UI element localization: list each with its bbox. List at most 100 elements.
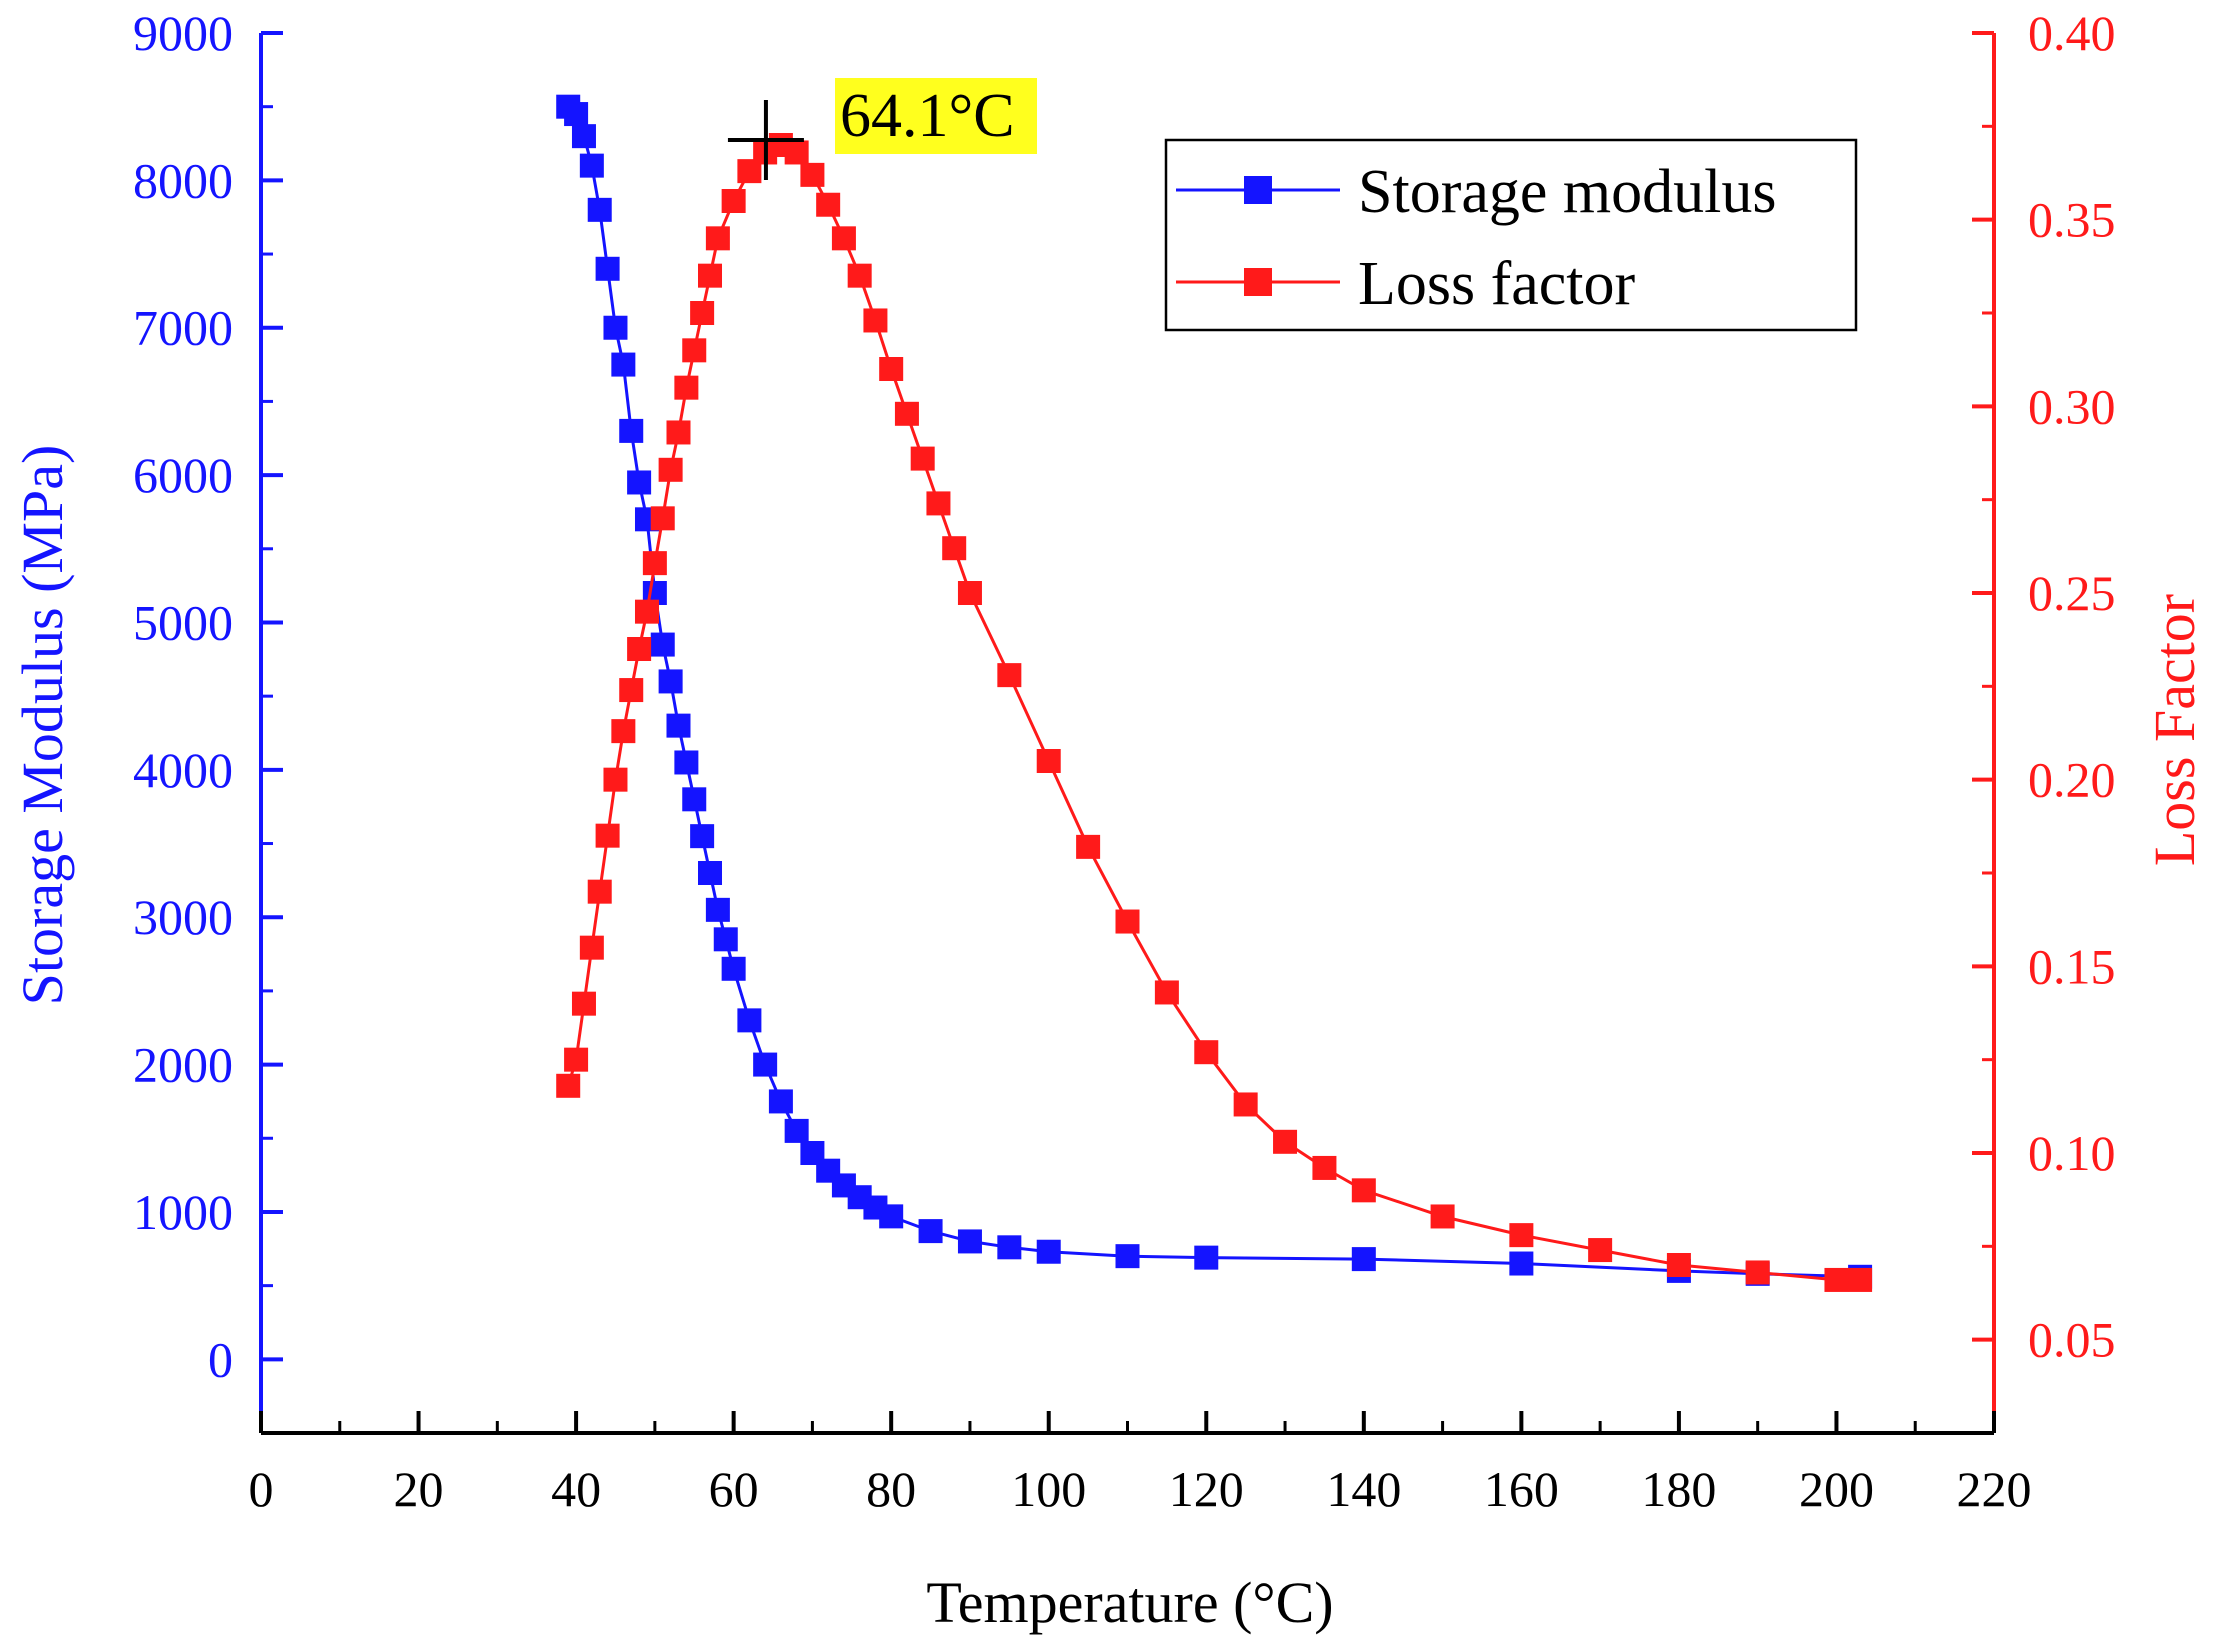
left-tick-label: 1000 [133, 1184, 233, 1240]
loss-point-marker [1351, 1178, 1376, 1203]
loss-factor-series [556, 133, 1873, 1292]
right-tick-label: 0.35 [2028, 192, 2116, 248]
loss-point-marker [650, 506, 675, 531]
storage-point-marker [879, 1204, 904, 1229]
storage-point-marker [1194, 1245, 1219, 1270]
loss-point-marker [1745, 1260, 1770, 1285]
loss-point-marker [863, 308, 888, 333]
loss-point-marker [571, 991, 596, 1016]
loss-point-marker [564, 1047, 589, 1072]
storage-point-marker [698, 861, 723, 885]
right-tick-label: 0.20 [2028, 752, 2116, 808]
x-tick-label: 160 [1484, 1461, 1559, 1517]
loss-point-marker [1588, 1238, 1613, 1263]
legend-loss-marker [1244, 268, 1272, 296]
storage-point-marker [737, 1008, 762, 1033]
legend-box [1164, 138, 1858, 332]
axes: 0 20 40 60 80 100 120 140 160 180 200 220 0 1000 2000 3… [133, 5, 2116, 1517]
storage-point-marker [753, 1052, 778, 1077]
loss-point-marker [784, 140, 809, 165]
storage-point-marker [918, 1219, 943, 1244]
storage-point-marker [1351, 1247, 1376, 1272]
loss-point-marker [1848, 1267, 1873, 1292]
annotation-highlight [835, 78, 1037, 154]
loss-point-marker [894, 401, 919, 426]
annotation-label: 64.1°C [840, 82, 1015, 150]
loss-point-marker [957, 581, 982, 605]
loss-point-marker [674, 375, 699, 400]
left-tick-label: 4000 [133, 742, 233, 798]
storage-point-marker [674, 750, 699, 775]
storage-point-marker [595, 256, 620, 281]
loss-point-marker [1666, 1253, 1691, 1277]
storage-point-marker [587, 197, 612, 222]
loss-point-marker [997, 663, 1022, 688]
x-tick-label: 100 [1011, 1461, 1086, 1517]
loss-point-marker [942, 536, 967, 561]
loss-point-marker [556, 1073, 581, 1098]
storage-point-marker [611, 352, 636, 377]
loss-point-marker [682, 338, 707, 363]
loss-point-marker [879, 357, 904, 381]
storage-point-marker [682, 787, 707, 812]
left-tick-label: 0 [208, 1331, 233, 1387]
x-tick-label: 80 [866, 1461, 916, 1517]
left-axis-title: Storage Modulus (MPa) [10, 445, 75, 1006]
right-tick-label: 0.10 [2028, 1125, 2116, 1181]
x-tick-label: 220 [1957, 1461, 2032, 1517]
storage-point-marker [627, 470, 652, 495]
loss-point-marker [1312, 1155, 1337, 1180]
loss-point-marker [690, 301, 715, 325]
storage-point-marker [690, 824, 715, 849]
left-tick-label: 8000 [133, 152, 233, 208]
storage-point-marker [603, 315, 628, 340]
left-tick-label: 6000 [133, 447, 233, 503]
loss-point-marker [847, 263, 872, 288]
loss-point-marker [705, 226, 730, 251]
x-tick-label: 180 [1641, 1461, 1716, 1517]
legend: Storage modulus Loss factor [1164, 138, 1858, 332]
loss-point-marker [1194, 1040, 1219, 1065]
storage-point-marker [579, 153, 604, 178]
loss-point-marker [611, 719, 636, 744]
storage-point-marker [713, 927, 738, 952]
x-tick-label: 0 [249, 1461, 274, 1517]
loss-point-marker [910, 446, 935, 471]
storage-point-marker [1036, 1239, 1061, 1264]
loss-point-marker [1036, 749, 1061, 773]
storage-point-marker [650, 632, 675, 657]
storage-point-marker [1115, 1244, 1140, 1269]
loss-point-marker [1430, 1204, 1455, 1229]
right-tick-label: 0.15 [2028, 938, 2116, 994]
loss-point-marker [579, 935, 604, 960]
loss-point-marker [1076, 834, 1101, 859]
x-axis-title: Temperature (°C) [926, 1570, 1333, 1635]
loss-point-marker [587, 879, 612, 904]
loss-point-marker [634, 599, 659, 624]
loss-point-marker [627, 637, 652, 661]
right-tick-label: 0.05 [2028, 1312, 2116, 1368]
storage-point-marker [571, 124, 596, 149]
x-tick-label: 120 [1169, 1461, 1244, 1517]
loss-point-marker [698, 263, 723, 288]
loss-point-marker [642, 551, 667, 576]
loss-point-marker [619, 678, 644, 703]
legend-storage-marker [1244, 176, 1272, 204]
legend-loss-label: Loss factor [1358, 250, 1636, 318]
x-tick-label: 60 [709, 1461, 759, 1517]
storage-point-marker [997, 1235, 1022, 1260]
loss-point-marker [1509, 1223, 1534, 1248]
loss-point-marker [1154, 980, 1179, 1005]
loss-point-marker [603, 767, 628, 792]
loss-point-marker [926, 491, 951, 516]
storage-point-marker [619, 418, 644, 443]
loss-point-marker [831, 226, 856, 251]
storage-point-marker [957, 1229, 982, 1254]
storage-point-marker [658, 669, 683, 694]
left-tick-label: 9000 [133, 5, 233, 61]
storage-point-marker [721, 956, 746, 981]
legend-storage-label: Storage modulus [1358, 158, 1776, 226]
loss-point-marker [666, 420, 691, 445]
loss-point-marker [721, 189, 746, 213]
